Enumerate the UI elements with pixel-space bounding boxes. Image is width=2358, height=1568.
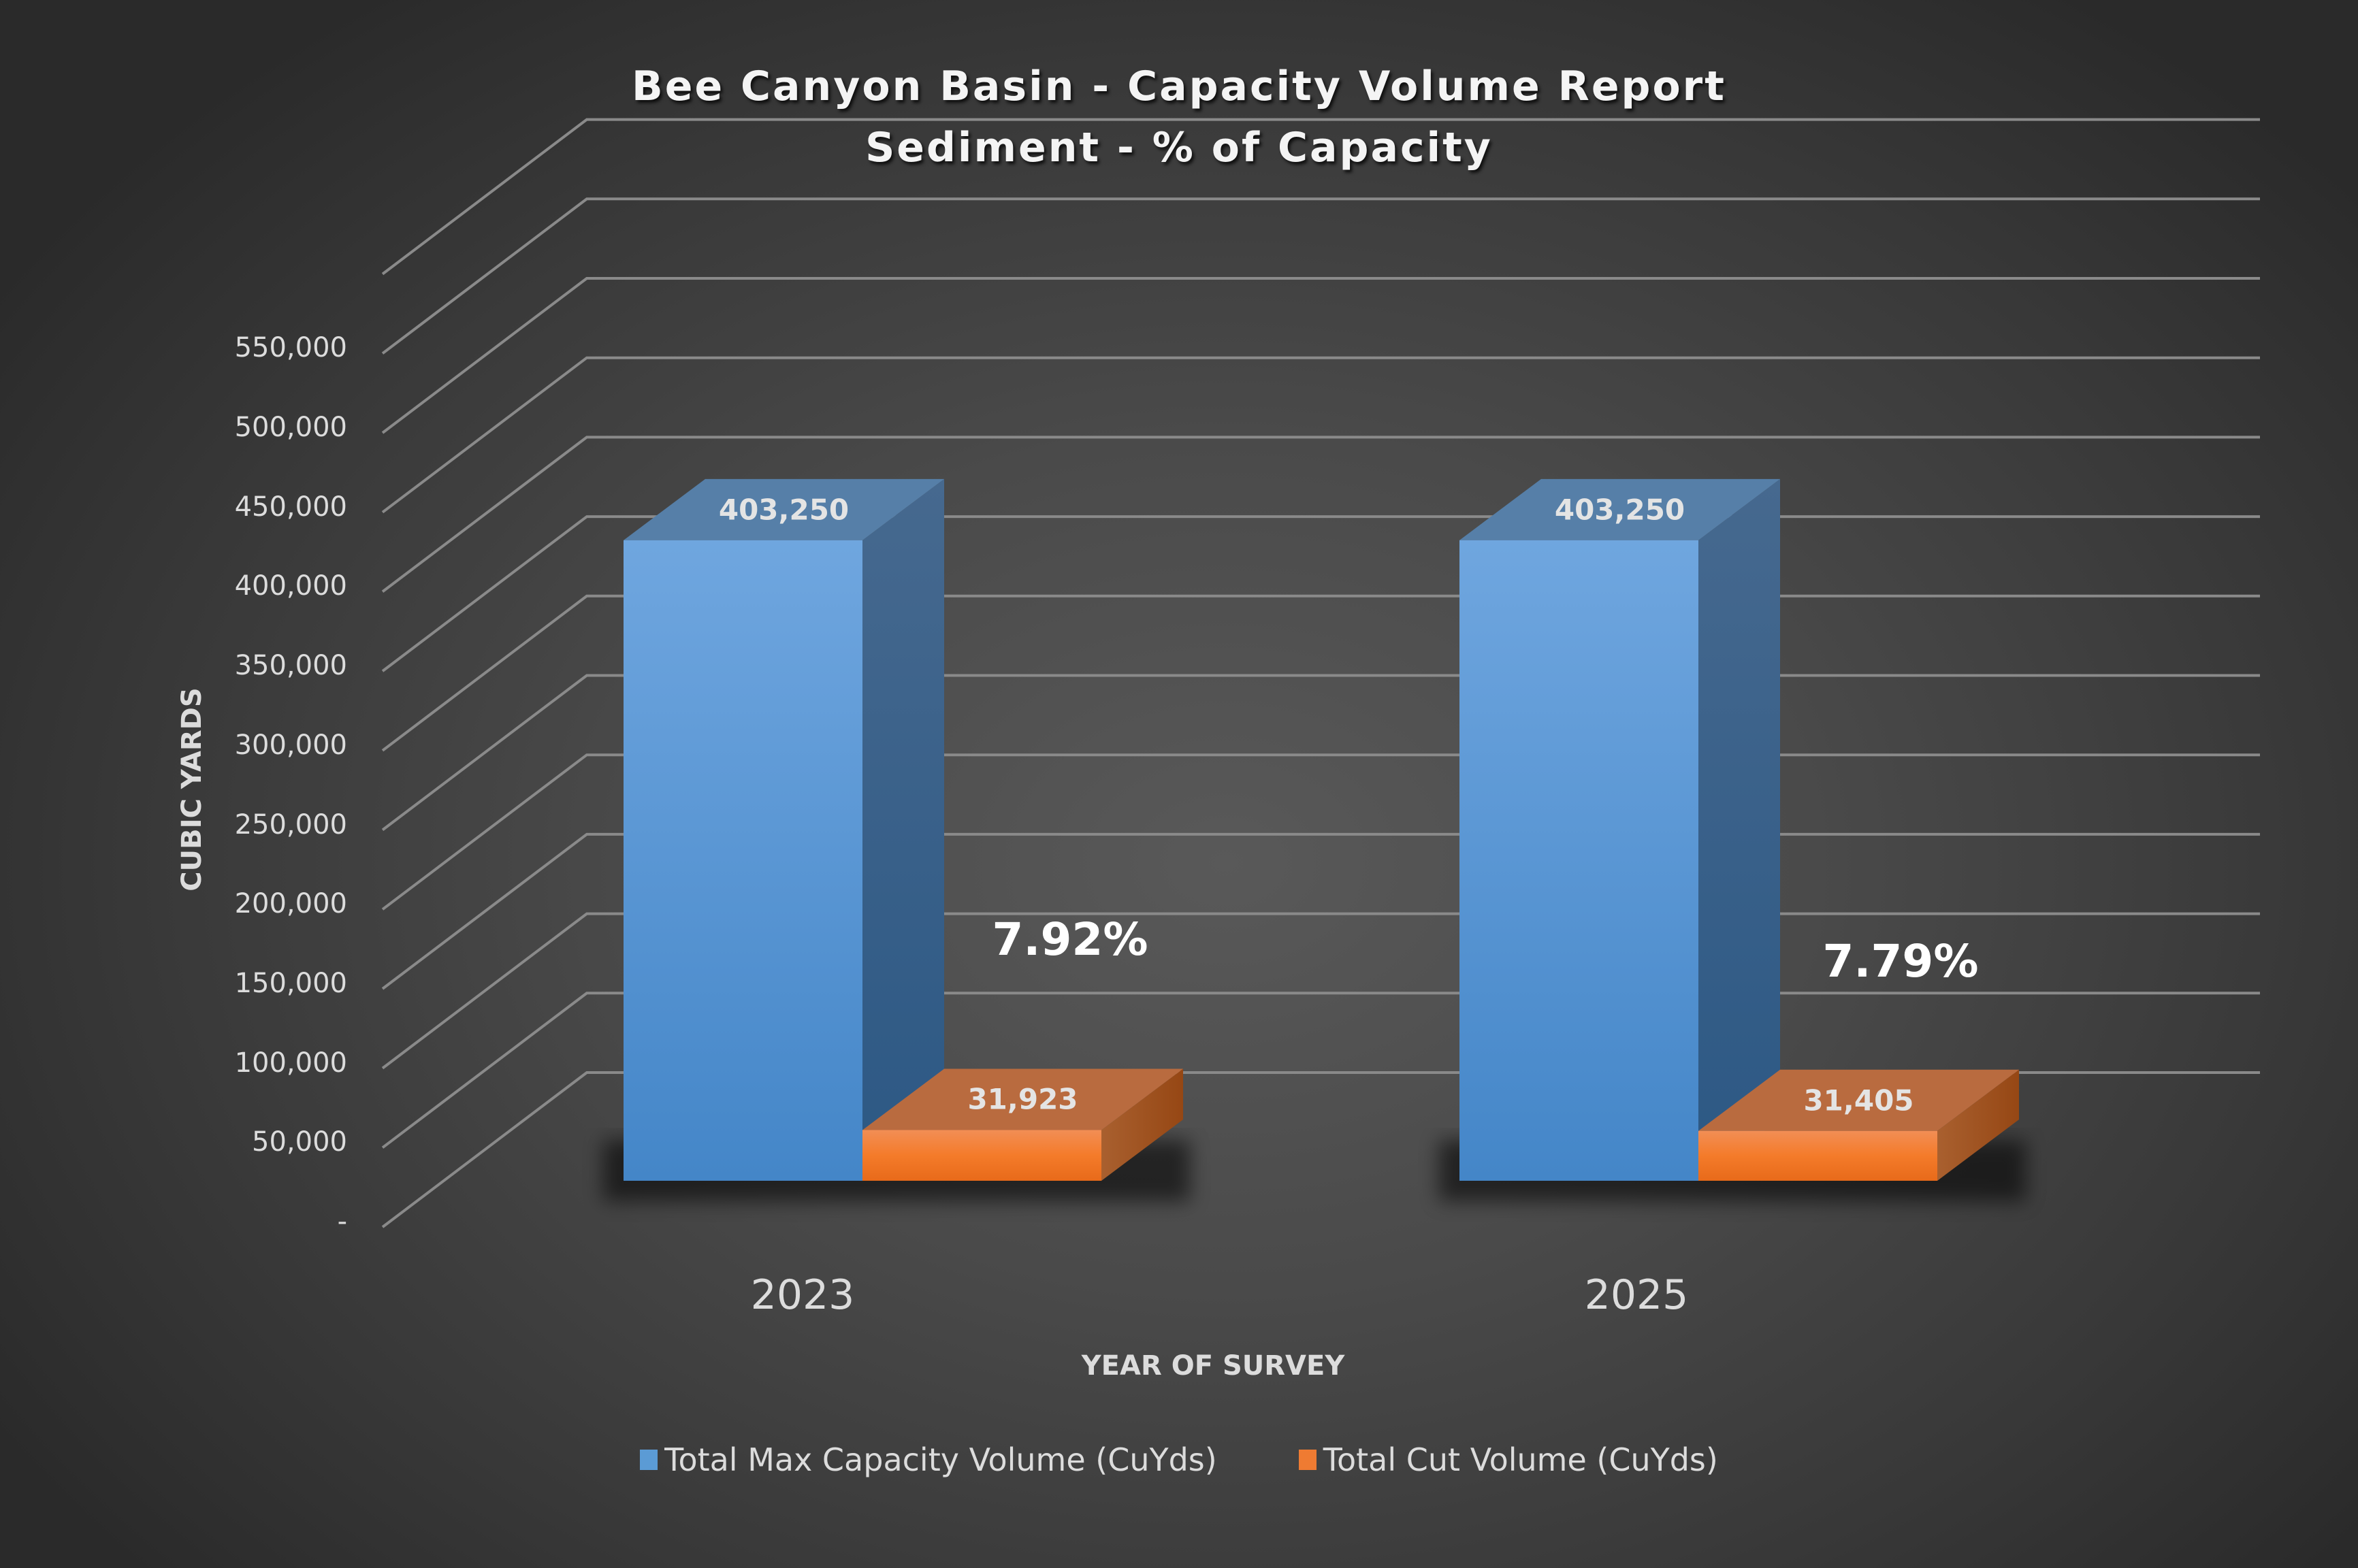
bar-max-capacity-2023 <box>624 540 862 1181</box>
bar-top-face <box>1698 1069 2019 1131</box>
gridline <box>381 197 2260 355</box>
y-tick-label: 150,000 <box>234 967 347 999</box>
bar-max-capacity-2025 <box>1459 540 1698 1181</box>
bar-top-face <box>862 1068 1183 1130</box>
bar-side-face <box>862 478 944 1181</box>
gridline <box>381 436 2260 593</box>
x-axis-title: YEAR OF SURVEY <box>1081 1350 1345 1382</box>
legend-label: Total Cut Volume (CuYds) <box>1323 1441 1718 1478</box>
y-tick-label: 100,000 <box>234 1047 347 1079</box>
legend-item-cut-volume: Total Cut Volume (CuYds) <box>1298 1441 1718 1478</box>
bar-side-face <box>1101 1068 1183 1181</box>
legend-item-max-capacity: Total Max Capacity Volume (CuYds) <box>640 1441 1217 1478</box>
y-axis-title: CUBIC YARDS <box>176 687 208 892</box>
percent-annotation: 7.79% <box>1822 935 1979 987</box>
y-tick-label: 550,000 <box>234 332 347 364</box>
bar-cut-volume-2025 <box>1698 1130 1937 1181</box>
bar-top-face <box>624 478 944 540</box>
legend-label: Total Max Capacity Volume (CuYds) <box>664 1441 1217 1478</box>
y-tick-label: 250,000 <box>234 808 347 840</box>
legend-swatch-orange <box>1298 1450 1317 1470</box>
y-tick-label: - <box>337 1206 347 1237</box>
y-tick-label: 450,000 <box>234 491 347 523</box>
data-label: 403,250 <box>1554 493 1685 527</box>
y-tick-label: 50,000 <box>252 1126 347 1158</box>
gridline <box>381 277 2260 434</box>
bars <box>603 478 2026 1201</box>
bar-top-face <box>1459 478 1780 540</box>
gridline <box>381 356 2260 514</box>
y-tick-label: 300,000 <box>234 729 347 761</box>
data-label: 31,923 <box>967 1082 1078 1116</box>
chart-subtitle: Sediment - % of Capacity <box>865 124 1493 172</box>
chart-title: Bee Canyon Basin - Capacity Volume Repor… <box>632 63 1726 110</box>
y-tick-label: 200,000 <box>234 888 347 920</box>
x-tick-label: 2023 <box>750 1271 855 1319</box>
bar-side-face <box>1698 478 1780 1181</box>
legend-swatch-blue <box>640 1450 658 1470</box>
bar-cut-volume-2023 <box>862 1130 1101 1181</box>
y-tick-label: 500,000 <box>234 412 347 443</box>
data-label: 403,250 <box>718 493 850 527</box>
x-tick-label: 2025 <box>1584 1271 1689 1319</box>
gridline <box>381 118 2260 276</box>
data-label: 31,405 <box>1803 1083 1914 1117</box>
y-tick-label: 350,000 <box>234 650 347 682</box>
y-tick-label: 400,000 <box>234 570 347 602</box>
legend: Total Max Capacity Volume (CuYds) Total … <box>0 1441 2358 1478</box>
gridlines <box>381 118 2260 1228</box>
bar-side-face <box>1937 1069 2019 1181</box>
percent-annotation: 7.92% <box>992 913 1148 966</box>
